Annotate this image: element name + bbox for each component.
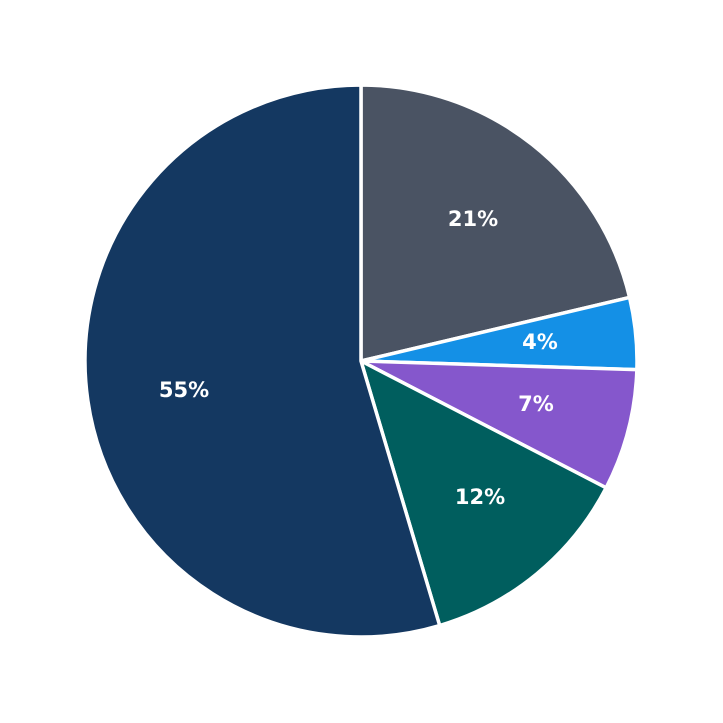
- pie-slice-4: [83, 83, 442, 639]
- slice-label-1: 4%: [522, 330, 558, 354]
- slice-label-2: 7%: [518, 392, 554, 416]
- slice-label-4: 55%: [159, 378, 209, 402]
- pie-labels: 21% 4% 7% 12% 55%: [159, 207, 558, 509]
- pie-slices: [83, 83, 639, 639]
- slice-label-0: 21%: [448, 207, 498, 231]
- pie-slice-2: [359, 359, 639, 490]
- pie-slice-3: [359, 359, 608, 628]
- slice-label-3: 12%: [455, 485, 505, 509]
- pie-slice-0: [359, 83, 632, 363]
